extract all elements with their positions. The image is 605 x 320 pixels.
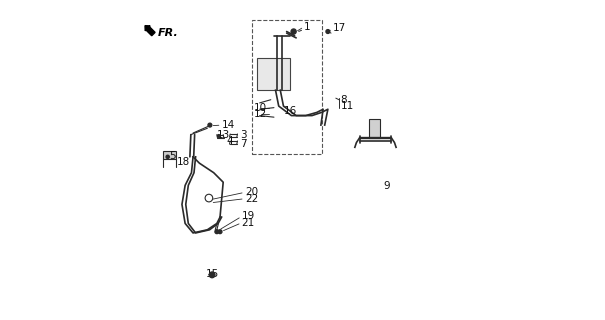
Text: 14: 14 (221, 120, 235, 130)
Bar (369, 119, 380, 138)
Bar (257, 59, 290, 90)
Text: 8: 8 (341, 95, 347, 105)
Circle shape (291, 29, 296, 34)
Circle shape (326, 30, 330, 33)
Text: 11: 11 (341, 101, 354, 111)
Circle shape (166, 155, 169, 158)
Circle shape (218, 230, 222, 234)
Circle shape (209, 272, 215, 278)
Circle shape (208, 123, 212, 127)
Circle shape (217, 135, 220, 137)
Text: 13: 13 (217, 130, 230, 140)
Text: 9: 9 (384, 181, 390, 191)
Text: 19: 19 (241, 212, 255, 221)
Text: 18: 18 (177, 157, 191, 167)
Text: 22: 22 (245, 194, 258, 204)
Bar (163, 151, 175, 159)
Text: 21: 21 (241, 218, 255, 228)
FancyArrow shape (145, 26, 155, 36)
Circle shape (215, 230, 219, 234)
Text: 17: 17 (333, 23, 346, 33)
Text: 3: 3 (240, 130, 246, 140)
Text: 15: 15 (206, 269, 219, 279)
Text: 5: 5 (169, 151, 176, 161)
Text: 4: 4 (226, 136, 233, 146)
Text: 10: 10 (253, 103, 266, 113)
Text: FR.: FR. (158, 28, 179, 38)
Text: 12: 12 (253, 109, 267, 119)
Text: 16: 16 (284, 106, 296, 116)
Text: 1: 1 (304, 22, 311, 32)
Bar (252, 20, 321, 154)
Text: 7: 7 (240, 139, 246, 148)
Text: 20: 20 (245, 187, 258, 197)
